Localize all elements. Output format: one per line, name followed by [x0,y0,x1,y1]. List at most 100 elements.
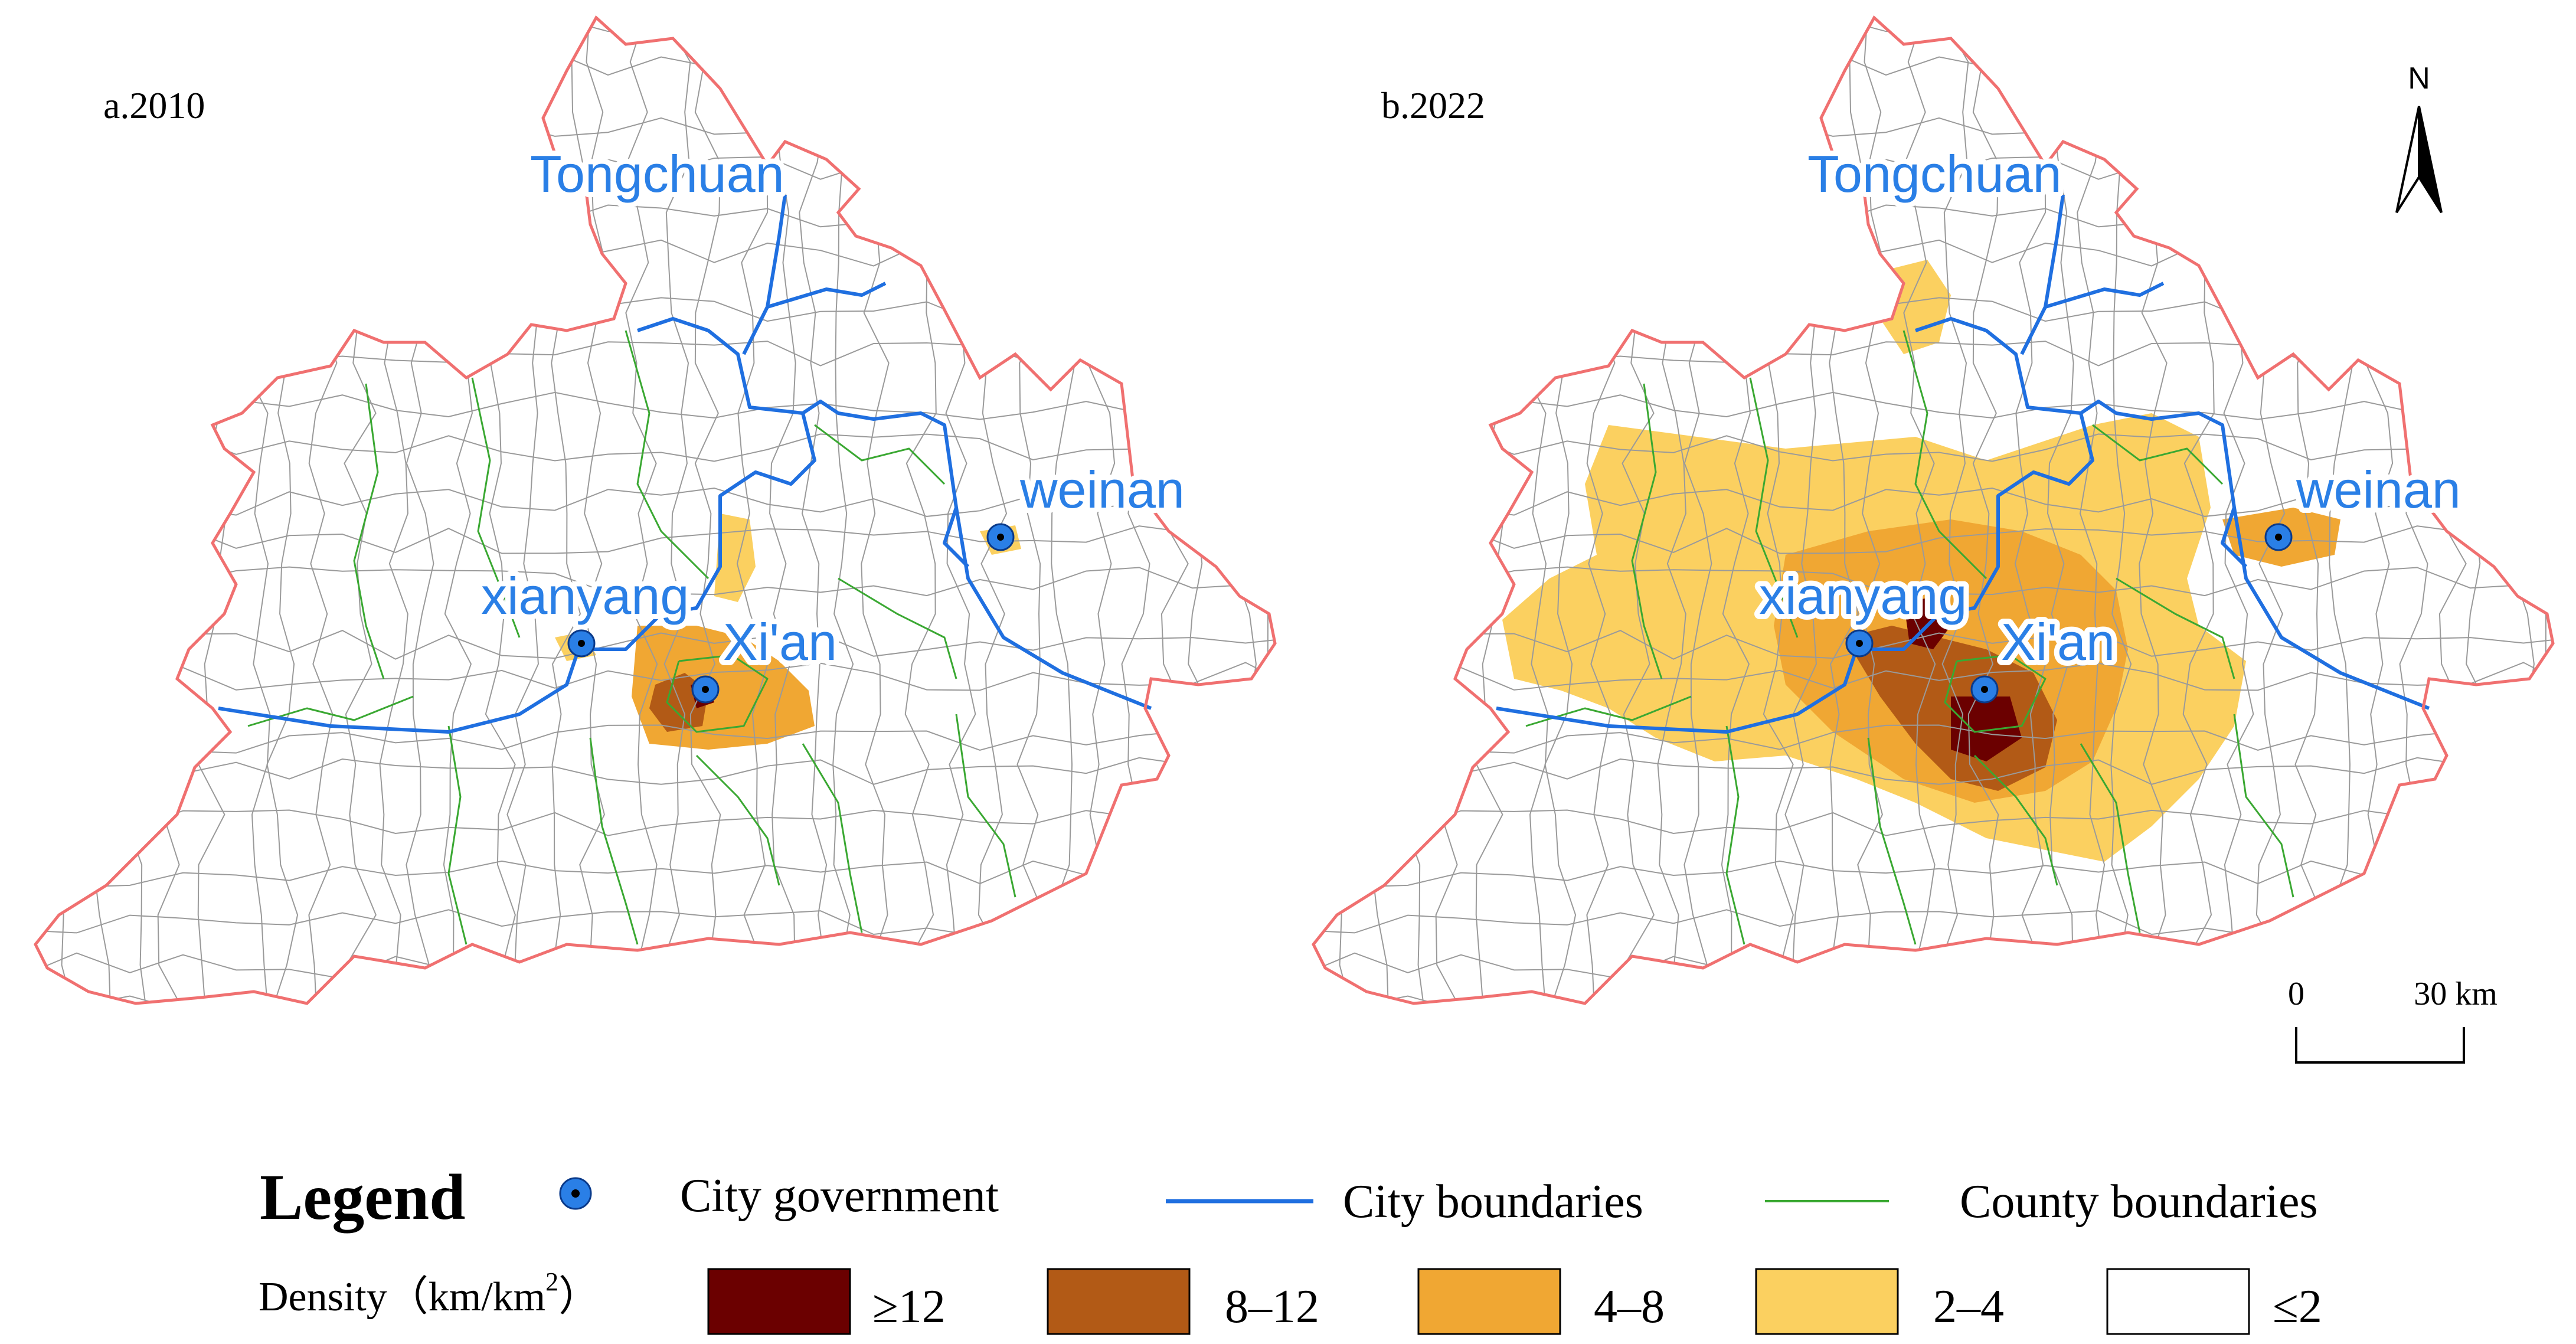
township-boundary [2509,18,2541,1003]
county-boundary [838,577,957,679]
city-label-xian-b: Xi'an [2001,613,2115,671]
township-boundary [1544,18,1577,1003]
township-boundary [154,18,188,1003]
density-area [1880,260,1951,354]
township-boundary [483,18,516,1003]
township-boundary [1519,18,1549,1003]
township-boundary [1432,18,1466,1003]
city-government-marker-xian-b [1970,675,1999,704]
region-outline-2010 [34,15,1277,1005]
city-boundary [637,317,803,415]
township-boundary [266,18,299,1003]
township-boundary [1313,112,2553,141]
city-boundary [742,194,787,355]
county-boundary [2116,577,2235,679]
north-arrow: N [2395,61,2443,214]
county-boundaries-2010 [247,330,1016,945]
township-boundary [904,18,937,1003]
city-label-weinan-b: weinan [2296,460,2461,519]
north-arrow-label: N [2408,61,2430,96]
city-government-marker-weinan [986,523,1015,551]
county-boundary [2080,743,2141,933]
county-boundary [666,654,769,733]
township-boundary [35,18,1275,33]
township-boundary [1313,50,2553,78]
county-boundaries-2022 [1525,330,2294,945]
township-boundary [1313,860,2553,888]
legend: Legend City government City boundaries C… [259,1161,2322,1335]
county-boundary [589,737,639,945]
township-boundary [1313,391,2553,420]
legend-city-government-label: City government [680,1170,999,1222]
township-boundary [2464,18,2496,1003]
city-boundary [2221,507,2248,568]
township-boundary [35,860,1275,888]
region-outline-2022 [1312,15,2555,1005]
legend-title: Legend [260,1161,465,1233]
map-panel-2010: a.2010 Tongchuan weinan xianyang Xi'an [34,15,1277,1005]
county-boundary [955,714,1016,898]
township-boundary [2540,18,2553,1003]
township-boundary [35,112,1275,141]
township-boundary [1475,18,1508,1003]
panel-title-2022: b.2022 [1381,84,1485,126]
township-boundary [1313,809,2553,836]
township-boundary [976,18,1008,1003]
township-boundary [35,18,57,1003]
panel-title-2010: a.2010 [103,84,205,126]
legend-swatch-8-12 [1047,1268,1191,1335]
township-boundary [90,18,121,1003]
township-boundary [344,18,377,1003]
city-government-marker-xianyang-b [1845,629,1874,658]
township-boundary [1313,909,2553,938]
township-boundary [241,18,271,1003]
township-boundary [406,18,434,1003]
county-boundary [471,377,521,638]
county-boundary [1944,654,2047,733]
county-boundary [1902,330,1987,580]
township-boundary [1186,18,1218,1003]
township-boundary [35,237,1275,267]
county-boundary [1867,737,1917,945]
legend-class-ge12: ≥12 [872,1281,946,1333]
scale-bar-end: 30 km [2414,976,2497,1012]
city-boundary [943,507,970,568]
township-boundary [579,18,606,1003]
county-boundary [447,725,468,945]
city-boundary [1915,317,2081,415]
township-boundary [689,18,721,1003]
township-boundary [832,18,854,1003]
township-boundary [796,18,828,1003]
township-boundary [1313,662,2553,691]
township-boundary [50,18,83,1003]
city-government-marker-xian [691,675,720,704]
township-boundary [551,18,583,1003]
county-boundary [802,743,863,933]
density-area [714,514,756,602]
county-boundary [1725,725,1745,945]
township-boundary [35,50,1275,78]
city-boundary [767,282,887,309]
township-boundary [1313,237,2553,267]
township-boundary [1231,18,1263,1003]
township-boundary [1938,18,1969,1003]
county-boundary [814,424,946,485]
legend-class-4-8: 4–8 [1594,1281,1665,1333]
township-boundary [1313,203,2553,232]
township-boundary [197,18,230,1003]
city-label-xian: Xi'an [723,613,837,671]
county-boundary [1749,377,1799,638]
township-boundary [35,662,1275,691]
township-boundary [661,18,691,1003]
township-boundary [1313,18,2553,33]
legend-swatch-le2 [2106,1268,2250,1335]
city-label-xianyang-b: xianyang [1759,567,1967,625]
township-boundary [443,18,475,1003]
township-boundary [1262,18,1275,1003]
scale-bar: 0 30 km [2288,976,2497,1064]
township-boundary [1313,18,1335,1003]
township-boundary [35,757,1275,785]
legend-city-government-icon [559,1177,592,1210]
county-boundary [695,754,780,886]
township-boundary [35,909,1275,938]
